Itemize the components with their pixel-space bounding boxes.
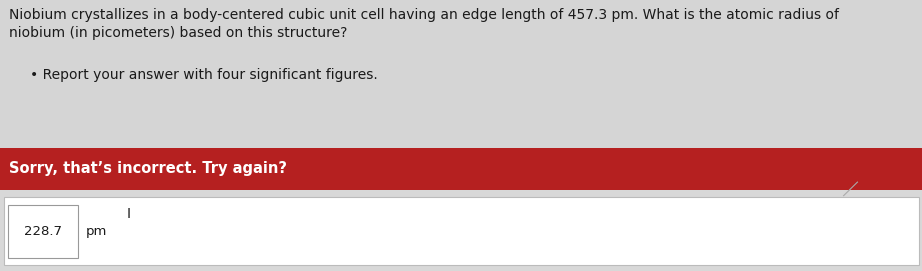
Text: pm: pm — [86, 225, 107, 238]
Text: niobium (in picometers) based on this structure?: niobium (in picometers) based on this st… — [9, 26, 348, 40]
Bar — [0, 0, 922, 148]
Bar — [8, 205, 78, 258]
Text: I: I — [127, 207, 131, 221]
Text: 228.7: 228.7 — [24, 225, 63, 238]
Text: Sorry, that’s incorrect. Try again?: Sorry, that’s incorrect. Try again? — [9, 162, 288, 176]
Text: • Report your answer with four significant figures.: • Report your answer with four significa… — [30, 68, 377, 82]
Text: Niobium crystallizes in a body-centered cubic unit cell having an edge length of: Niobium crystallizes in a body-centered … — [9, 8, 839, 22]
Bar — [0, 190, 922, 271]
Bar — [4, 197, 919, 265]
Bar — [0, 148, 922, 190]
